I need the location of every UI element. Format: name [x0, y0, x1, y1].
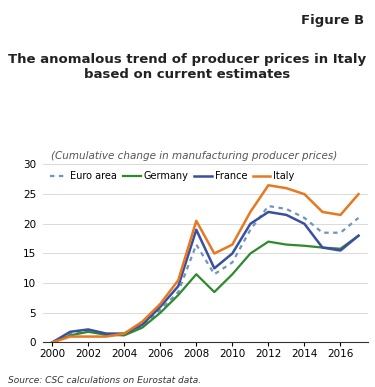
- France: [86, 327, 90, 332]
- France: [302, 221, 307, 226]
- Germany: [356, 233, 361, 238]
- Line: France: France: [52, 212, 358, 342]
- Euro area: [176, 290, 180, 295]
- Germany: [194, 272, 198, 277]
- Germany: [104, 332, 108, 337]
- Euro area: [68, 331, 72, 336]
- Legend: Euro area, Germany, France, Italy: Euro area, Germany, France, Italy: [48, 170, 297, 183]
- Euro area: [194, 242, 198, 247]
- Text: The anomalous trend of producer prices in Italy
based on current estimates: The anomalous trend of producer prices i…: [8, 53, 366, 81]
- France: [194, 228, 198, 232]
- France: [158, 305, 162, 309]
- Euro area: [104, 333, 108, 338]
- France: [68, 329, 72, 334]
- Germany: [50, 340, 54, 345]
- Euro area: [158, 308, 162, 312]
- France: [248, 221, 253, 226]
- Euro area: [338, 230, 343, 235]
- Euro area: [320, 230, 325, 235]
- Germany: [176, 293, 180, 297]
- Euro area: [356, 216, 361, 220]
- Italy: [86, 334, 90, 339]
- Euro area: [50, 340, 54, 345]
- Italy: [140, 319, 144, 324]
- Euro area: [302, 216, 307, 220]
- Italy: [50, 340, 54, 345]
- Italy: [104, 334, 108, 339]
- Euro area: [122, 332, 126, 337]
- Germany: [86, 329, 90, 334]
- France: [320, 245, 325, 250]
- Italy: [338, 212, 343, 217]
- Line: Germany: Germany: [52, 236, 358, 342]
- France: [176, 284, 180, 288]
- Italy: [248, 210, 253, 214]
- Germany: [140, 325, 144, 330]
- Italy: [320, 210, 325, 214]
- Italy: [356, 192, 361, 197]
- Germany: [302, 243, 307, 248]
- Italy: [212, 251, 217, 256]
- Text: Figure B: Figure B: [301, 14, 364, 27]
- Euro area: [212, 272, 217, 277]
- Line: Italy: Italy: [52, 185, 358, 342]
- Italy: [266, 183, 271, 188]
- France: [284, 212, 289, 217]
- Italy: [302, 192, 307, 197]
- Text: (Cumulative change in manufacturing producer prices): (Cumulative change in manufacturing prod…: [51, 151, 337, 161]
- Italy: [68, 334, 72, 339]
- Germany: [212, 290, 217, 295]
- Italy: [122, 331, 126, 336]
- Euro area: [248, 228, 253, 232]
- France: [50, 340, 54, 345]
- Line: Euro area: Euro area: [52, 206, 358, 342]
- France: [122, 331, 126, 336]
- Germany: [158, 310, 162, 315]
- Italy: [284, 186, 289, 190]
- Italy: [230, 242, 235, 247]
- Italy: [176, 278, 180, 283]
- Germany: [230, 272, 235, 277]
- France: [338, 248, 343, 253]
- France: [230, 251, 235, 256]
- Euro area: [140, 324, 144, 328]
- Germany: [68, 333, 72, 338]
- France: [104, 331, 108, 336]
- Germany: [338, 247, 343, 251]
- Germany: [122, 333, 126, 338]
- Euro area: [284, 207, 289, 211]
- France: [140, 322, 144, 327]
- Euro area: [230, 260, 235, 265]
- Germany: [284, 242, 289, 247]
- Euro area: [266, 204, 271, 208]
- France: [212, 266, 217, 271]
- France: [266, 210, 271, 214]
- Germany: [266, 239, 271, 244]
- Italy: [194, 219, 198, 223]
- Euro area: [86, 328, 90, 333]
- France: [356, 233, 361, 238]
- Germany: [320, 245, 325, 250]
- Italy: [158, 301, 162, 306]
- Germany: [248, 251, 253, 256]
- Text: Source: CSC calculations on Eurostat data.: Source: CSC calculations on Eurostat dat…: [8, 376, 201, 385]
